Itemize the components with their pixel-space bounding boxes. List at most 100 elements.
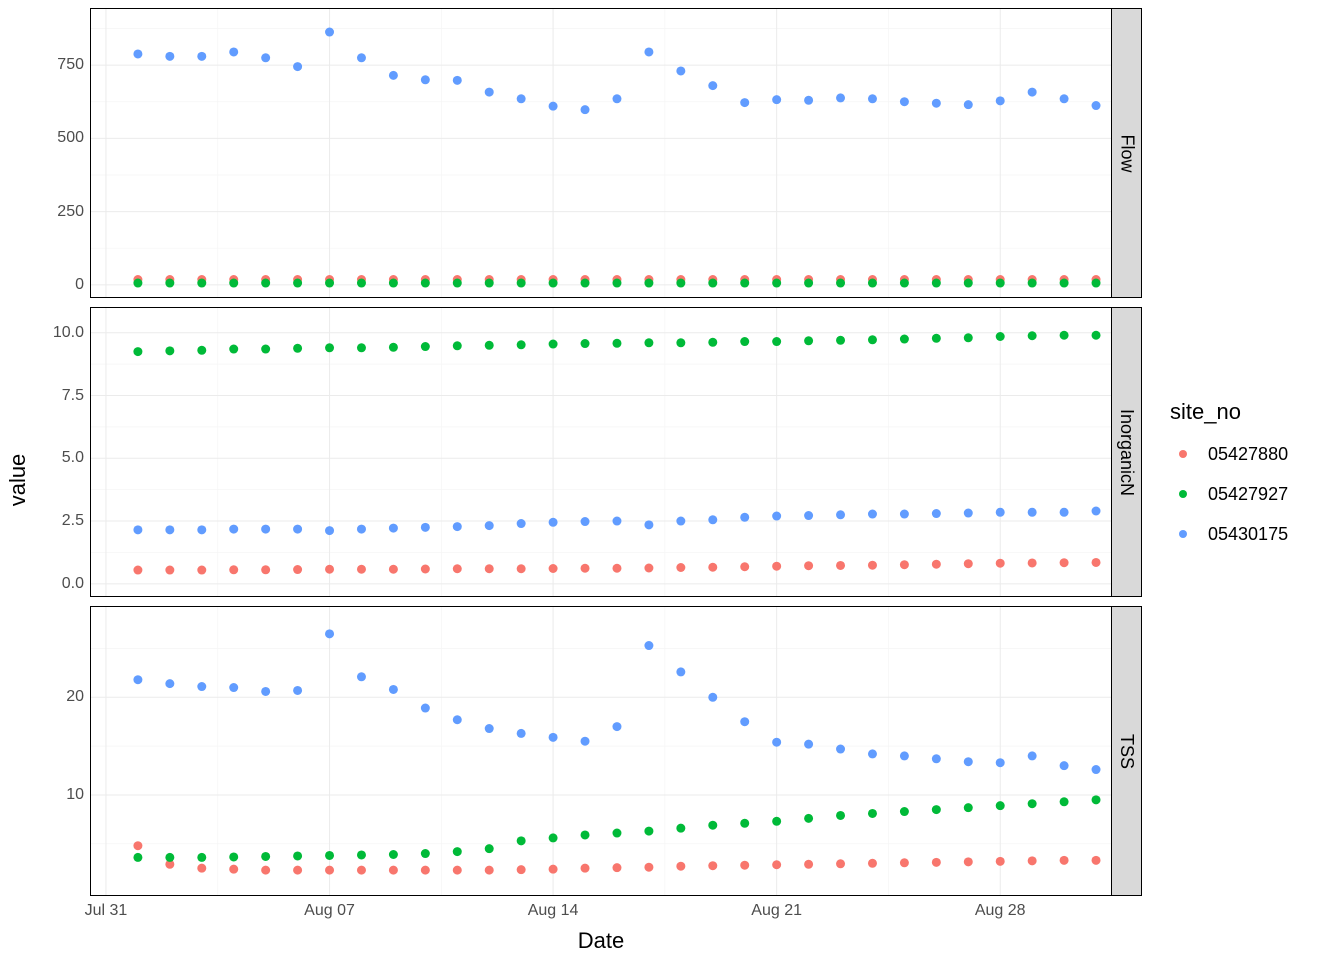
data-point <box>165 679 174 688</box>
data-point <box>133 841 142 850</box>
data-point <box>676 66 685 75</box>
legend-title: site_no <box>1170 399 1288 425</box>
data-point <box>357 866 366 875</box>
x-tick-label: Aug 28 <box>975 902 1026 920</box>
data-point <box>325 28 334 37</box>
data-point <box>357 672 366 681</box>
data-point <box>325 526 334 535</box>
data-point <box>996 758 1005 767</box>
legend-label: 05430175 <box>1208 524 1288 545</box>
data-point <box>261 525 270 534</box>
data-point <box>644 338 653 347</box>
y-tick-label: 250 <box>57 203 84 221</box>
data-point <box>804 96 813 105</box>
data-point <box>549 733 558 742</box>
data-point <box>357 343 366 352</box>
data-point <box>1060 797 1069 806</box>
data-point <box>517 519 526 528</box>
data-point <box>836 336 845 345</box>
data-point <box>836 279 845 288</box>
data-point <box>612 829 621 838</box>
data-point <box>133 853 142 862</box>
data-point <box>676 338 685 347</box>
data-point <box>261 279 270 288</box>
data-point <box>996 559 1005 568</box>
y-axis-title: value <box>5 454 31 507</box>
data-point <box>836 561 845 570</box>
data-point <box>900 807 909 816</box>
data-point <box>868 335 877 344</box>
data-point <box>1060 331 1069 340</box>
data-point <box>261 53 270 62</box>
data-point <box>1092 279 1101 288</box>
data-point <box>325 866 334 875</box>
data-point <box>612 94 621 103</box>
y-tick-label: 10 <box>66 786 84 804</box>
data-point <box>996 279 1005 288</box>
x-tick-label: Aug 14 <box>528 902 579 920</box>
data-point <box>485 279 494 288</box>
data-point <box>708 81 717 90</box>
data-point <box>644 564 653 573</box>
data-point <box>900 335 909 344</box>
data-point <box>517 836 526 845</box>
data-point <box>261 345 270 354</box>
data-point <box>676 517 685 526</box>
data-point <box>165 566 174 575</box>
y-tick-label: 0.0 <box>62 575 84 593</box>
data-point <box>644 520 653 529</box>
data-point <box>1028 799 1037 808</box>
data-point <box>1028 508 1037 517</box>
legend-label: 05427880 <box>1208 444 1288 465</box>
data-point <box>868 561 877 570</box>
data-point <box>1060 761 1069 770</box>
data-point <box>612 722 621 731</box>
data-point <box>612 564 621 573</box>
data-point <box>932 858 941 867</box>
data-point <box>581 339 590 348</box>
data-point <box>1092 795 1101 804</box>
data-point <box>549 833 558 842</box>
data-point <box>932 560 941 569</box>
data-point <box>421 75 430 84</box>
data-point <box>229 525 238 534</box>
legend-swatch <box>1170 521 1196 547</box>
data-point <box>708 515 717 524</box>
data-point <box>357 53 366 62</box>
data-point <box>644 279 653 288</box>
data-point <box>900 97 909 106</box>
data-point <box>740 562 749 571</box>
data-point <box>421 342 430 351</box>
data-point <box>389 71 398 80</box>
data-point <box>740 279 749 288</box>
data-point <box>996 332 1005 341</box>
data-point <box>357 279 366 288</box>
data-point <box>293 686 302 695</box>
data-point <box>676 862 685 871</box>
data-point <box>1060 279 1069 288</box>
legend-dot-icon <box>1179 490 1187 498</box>
data-point <box>293 565 302 574</box>
data-point <box>612 517 621 526</box>
data-point <box>1028 279 1037 288</box>
data-point <box>325 851 334 860</box>
data-point <box>453 279 462 288</box>
data-point <box>549 102 558 111</box>
data-point <box>389 279 398 288</box>
data-point <box>1092 765 1101 774</box>
data-point <box>421 279 430 288</box>
data-point <box>357 850 366 859</box>
data-point <box>229 683 238 692</box>
panel: 0.02.55.07.510.0 <box>90 307 1112 597</box>
data-point <box>836 745 845 754</box>
data-point <box>676 279 685 288</box>
data-point <box>325 279 334 288</box>
data-point <box>165 279 174 288</box>
data-point <box>293 279 302 288</box>
data-point <box>1028 88 1037 97</box>
data-point <box>772 337 781 346</box>
data-point <box>133 566 142 575</box>
data-point <box>868 94 877 103</box>
data-point <box>708 563 717 572</box>
data-point <box>932 754 941 763</box>
